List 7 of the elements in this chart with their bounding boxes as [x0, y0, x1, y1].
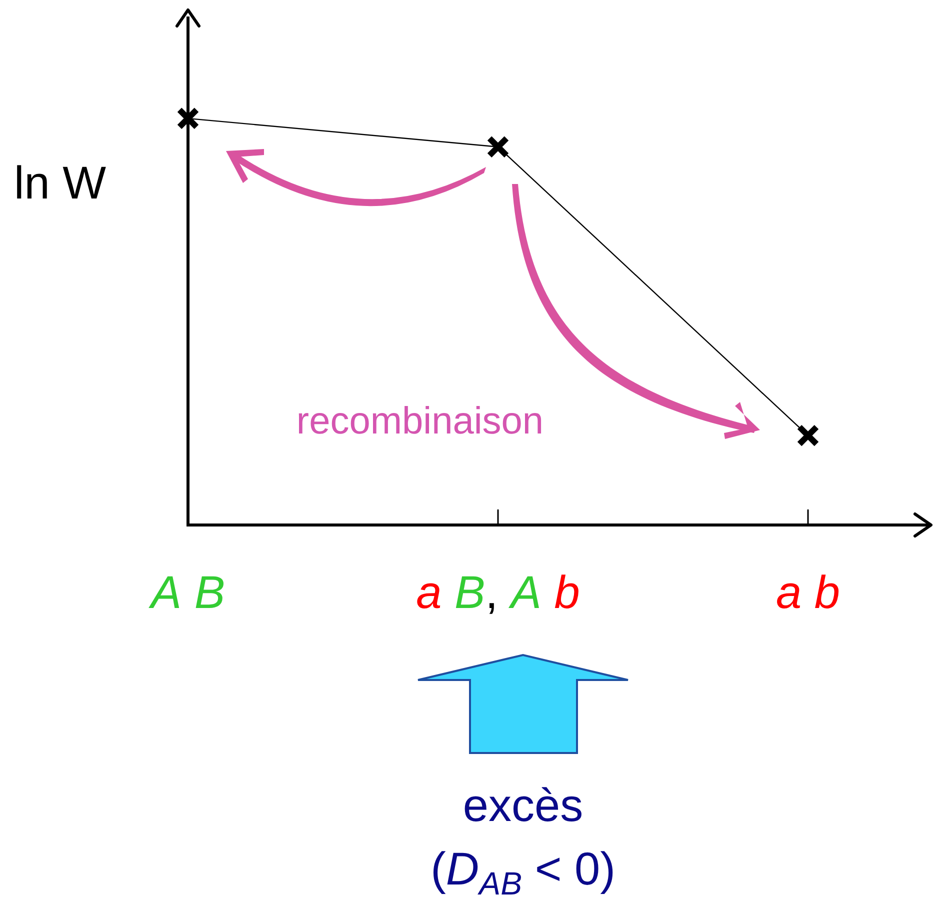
x-tick-label: a B, A b [416, 566, 580, 618]
text: (D$_{AB}$ < 0) [430, 841, 616, 903]
annotation: recombinaison [296, 400, 544, 444]
x-tick-label: A B [150, 566, 226, 618]
text: excès [462, 778, 584, 832]
y-axis-title: ln W [14, 156, 107, 209]
x-tick-label: a b [776, 566, 840, 618]
